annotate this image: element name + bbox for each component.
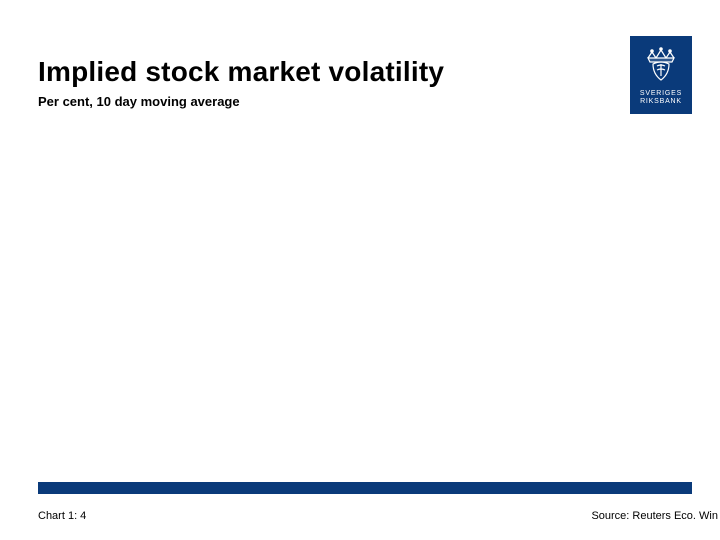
page-subtitle: Per cent, 10 day moving average [38,94,600,109]
logo-text: SVERIGES RIKSBANK [640,90,682,107]
header-accent-bar [0,36,720,44]
chart-number-label: Chart 1: 4 [38,510,86,522]
crown-monogram-icon [640,44,682,86]
logo-line1: SVERIGES [640,90,682,98]
title-block: Implied stock market volatility Per cent… [38,56,600,109]
source-label: Source: Reuters Eco. Win [591,510,718,522]
riksbank-logo: SVERIGES RIKSBANK [630,36,692,114]
bottom-accent-bar [38,482,692,494]
page-title: Implied stock market volatility [38,56,600,88]
logo-line2: RIKSBANK [640,98,682,106]
